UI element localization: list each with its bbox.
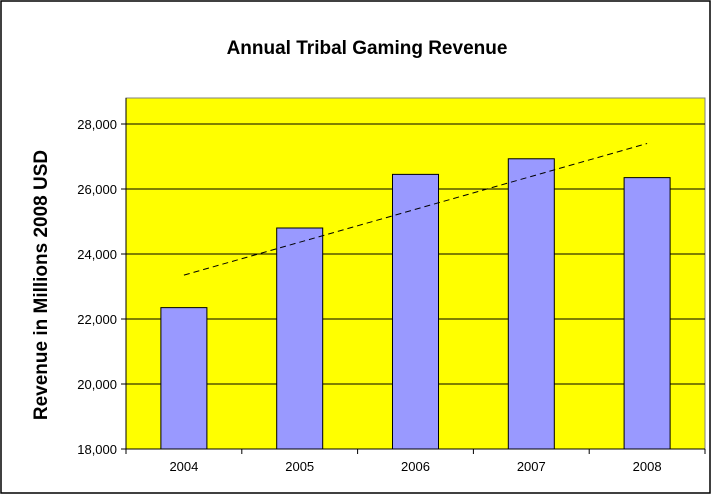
y-tick-label: 28,000 bbox=[77, 117, 117, 132]
bar-2005 bbox=[276, 227, 324, 450]
x-tick-label: 2008 bbox=[633, 459, 662, 474]
x-tick-label: 2004 bbox=[169, 459, 198, 474]
y-tick-label: 18,000 bbox=[77, 442, 117, 457]
bar-2008 bbox=[623, 177, 671, 450]
x-tick-label: 2007 bbox=[517, 459, 546, 474]
chart-title: Annual Tribal Gaming Revenue bbox=[227, 38, 508, 59]
plot-area: 18,000 20,000 22,000 24,000 26,000 28,000 2004… bbox=[77, 97, 706, 474]
y-tick-label: 24,000 bbox=[77, 247, 117, 262]
y-tick-label: 20,000 bbox=[77, 377, 117, 392]
y-tick-label: 22,000 bbox=[77, 312, 117, 327]
trendline bbox=[183, 143, 648, 276]
y-tick-label: 26,000 bbox=[77, 182, 117, 197]
x-tick-label: 2006 bbox=[401, 459, 430, 474]
bar-2007 bbox=[507, 158, 555, 450]
bar-2004 bbox=[160, 307, 208, 450]
y-axis-label: Revenue in Millions 2008 USD bbox=[31, 150, 52, 420]
bar-2006 bbox=[392, 173, 439, 450]
x-tick-label: 2005 bbox=[285, 459, 314, 474]
